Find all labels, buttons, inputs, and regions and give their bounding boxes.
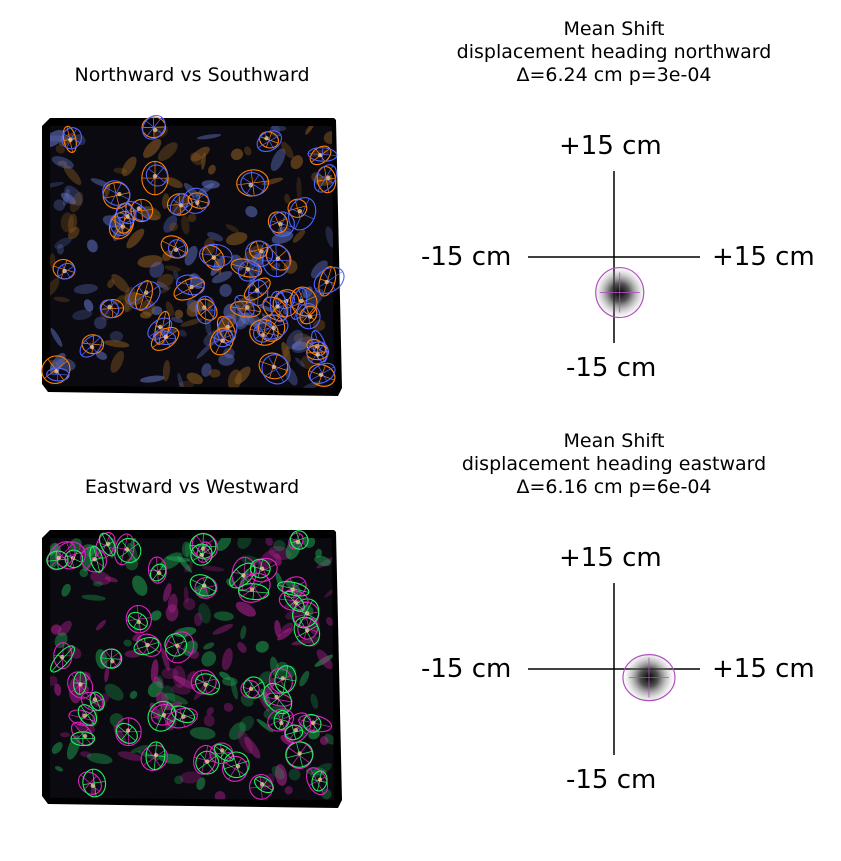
map-title-east: Eastward vs Westward [84,476,300,498]
shift-confidence-ellipse [595,266,645,319]
shift-plot-north [528,171,700,343]
axis-label-top-east: +15 cm [559,543,662,573]
shift-title-east: Mean Shift displacement heading eastward… [461,430,767,498]
axis-label-right-east: +15 cm [712,654,815,684]
axis-label-top-north: +15 cm [559,131,662,161]
shift-confidence-ellipse [622,653,676,702]
axis-label-bottom-north: -15 cm [566,353,657,383]
shift-title-north: Mean Shift displacement heading northwar… [456,18,772,86]
shift-plot-east [528,583,700,755]
map-title-north: Northward vs Southward [74,64,310,86]
axis-label-left-east: -15 cm [421,654,512,684]
rate-map-east [42,530,342,808]
axis-label-left-north: -15 cm [421,242,512,272]
rate-map-north [41,114,345,396]
axis-label-bottom-east: -15 cm [566,765,657,795]
axis-label-right-north: +15 cm [712,242,815,272]
